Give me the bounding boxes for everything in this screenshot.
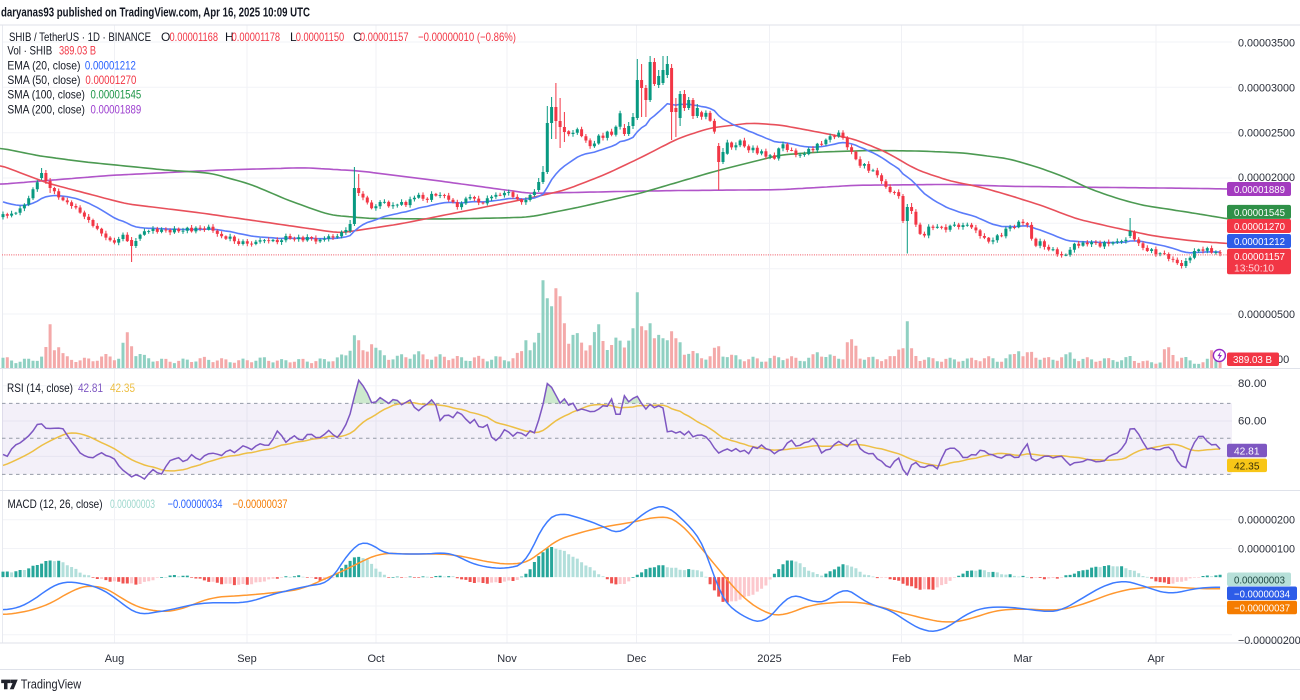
svg-text:0.00003500: 0.00003500 [1238, 38, 1295, 50]
svg-text:−0.00000200: −0.00000200 [1238, 635, 1300, 647]
svg-text:42.81: 42.81 [1234, 446, 1260, 458]
svg-text:13:50:10: 13:50:10 [1234, 263, 1274, 275]
svg-text:−0.00000037: −0.00000037 [1234, 603, 1290, 615]
svg-text:Apr: Apr [1147, 653, 1164, 665]
svg-text:Feb: Feb [892, 653, 911, 665]
svg-text:60.00: 60.00 [1238, 416, 1267, 428]
svg-text:0.00001545: 0.00001545 [1234, 207, 1285, 219]
svg-text:MACD (12, 26, close)0.00000003: MACD (12, 26, close) 0.00000003 −0.0000003… [8, 497, 288, 511]
svg-text:SHIB / TetherUS · 1D · BINANCE: SHIB / TetherUS · 1D · BINANCE O0.0000116… [9, 30, 516, 44]
svg-text:80.00: 80.00 [1238, 378, 1267, 390]
svg-text:Mar: Mar [1014, 653, 1033, 665]
svg-text:0.00001212: 0.00001212 [1234, 236, 1285, 248]
svg-text:00: 00 [1277, 354, 1289, 366]
svg-text:Aug: Aug [105, 653, 125, 665]
svg-text:SMA (100, close)0.00001545: SMA (100, close) 0.00001545 [7, 88, 141, 102]
svg-text:2025: 2025 [757, 653, 781, 665]
svg-text:0.00001270: 0.00001270 [1234, 221, 1285, 233]
svg-text:0.00002500: 0.00002500 [1238, 127, 1295, 139]
svg-text:Nov: Nov [497, 653, 517, 665]
svg-text:389.03 B: 389.03 B [1233, 354, 1272, 366]
svg-text:Sep: Sep [237, 653, 257, 665]
svg-text:SMA (50, close)0.00001270: SMA (50, close) 0.00001270 [7, 73, 136, 87]
svg-text:daryanas93 published on Tradin: daryanas93 published on TradingView.com,… [1, 6, 310, 20]
svg-text:Dec: Dec [627, 653, 647, 665]
svg-text:0.00001157: 0.00001157 [1234, 251, 1285, 263]
svg-text:TradingView: TradingView [21, 678, 82, 692]
svg-text:0.00000100: 0.00000100 [1238, 543, 1295, 555]
svg-text:SMA (200, close)0.00001889: SMA (200, close) 0.00001889 [7, 102, 141, 116]
svg-text:0.00000200: 0.00000200 [1238, 515, 1295, 527]
svg-text:0.00000003: 0.00000003 [1234, 574, 1285, 586]
svg-text:0.00002000: 0.00002000 [1238, 172, 1295, 184]
svg-text:0.00003000: 0.00003000 [1238, 82, 1295, 94]
svg-text:Oct: Oct [367, 653, 384, 665]
svg-text:0.00001889: 0.00001889 [1234, 184, 1285, 196]
svg-text:0.00000500: 0.00000500 [1238, 309, 1295, 321]
svg-text:−0.00000034: −0.00000034 [1234, 588, 1290, 600]
svg-text:42.35: 42.35 [1234, 460, 1260, 472]
svg-text:EMA (20, close)0.00001212: EMA (20, close) 0.00001212 [7, 58, 136, 72]
